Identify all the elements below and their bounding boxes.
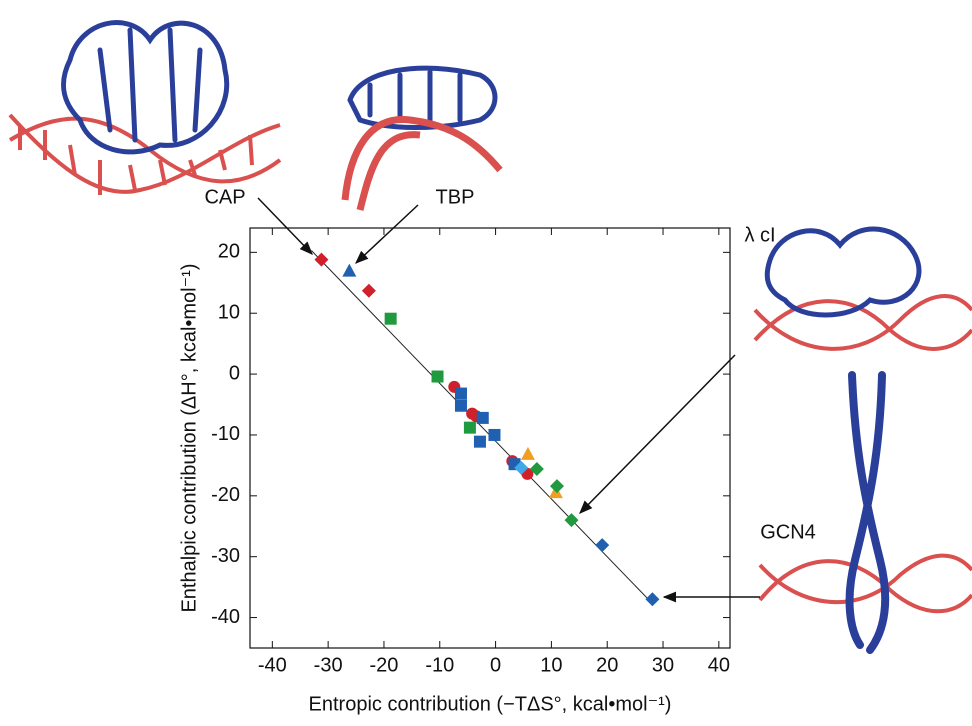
point: [384, 312, 397, 325]
point: [645, 592, 660, 607]
point: [314, 252, 329, 267]
x-tick-label: -30: [314, 654, 343, 676]
point: [564, 513, 579, 528]
x-tick-label: -40: [258, 654, 287, 676]
x-tick-label: 0: [490, 654, 501, 676]
x-tick-label: 30: [652, 654, 674, 676]
y-axis-title: Enthalpic contribution (ΔH°, kcal•mol⁻¹): [178, 263, 200, 612]
annotation: λ cI: [744, 224, 775, 246]
annotation: TBP: [436, 186, 475, 208]
tbp-structure: [341, 65, 503, 211]
point: [514, 460, 529, 475]
plot-area: -40 -30 -20 -10 0 10 20 30 40 -40 -30 -20 -10 0 10 20: [211, 228, 730, 676]
x-tick-label: 20: [596, 654, 618, 676]
y-tick-label: -20: [211, 484, 240, 506]
point: [549, 479, 564, 494]
point: [342, 263, 357, 277]
y-tick-label: 10: [218, 301, 240, 323]
x-tick-label: 40: [708, 654, 730, 676]
point: [454, 387, 467, 400]
y-tick-label: 0: [229, 362, 240, 384]
annotation: GCN4: [760, 521, 816, 543]
plot-frame: [249, 227, 731, 649]
gcn4-structure: [758, 371, 972, 654]
point: [520, 446, 535, 460]
x-tick-label: -20: [370, 654, 399, 676]
point: [476, 411, 489, 424]
point: [488, 428, 501, 441]
point: [431, 370, 444, 383]
x-tick-label: -10: [425, 654, 454, 676]
y-tick-label: -10: [211, 423, 240, 445]
x-axis-title: Entropic contribution (−TΔS°, kcal•mol⁻¹…: [309, 693, 672, 715]
annotation: CAP: [204, 186, 245, 208]
lambda-ci-structure: [753, 226, 972, 351]
point: [361, 283, 376, 298]
trend-line: [311, 250, 653, 604]
arrow: [257, 197, 313, 255]
arrow: [355, 204, 419, 264]
cap-structure: [8, 20, 282, 195]
point: [463, 421, 476, 434]
y-tick-label: -40: [211, 606, 240, 628]
y-tick-label: -30: [211, 545, 240, 567]
point: [454, 399, 467, 412]
x-tick-label: 10: [540, 654, 562, 676]
point: [473, 435, 486, 448]
y-tick-label: 20: [218, 241, 240, 263]
arrow: [579, 354, 736, 514]
point: [529, 462, 544, 477]
point: [508, 458, 521, 471]
point: [595, 538, 610, 553]
